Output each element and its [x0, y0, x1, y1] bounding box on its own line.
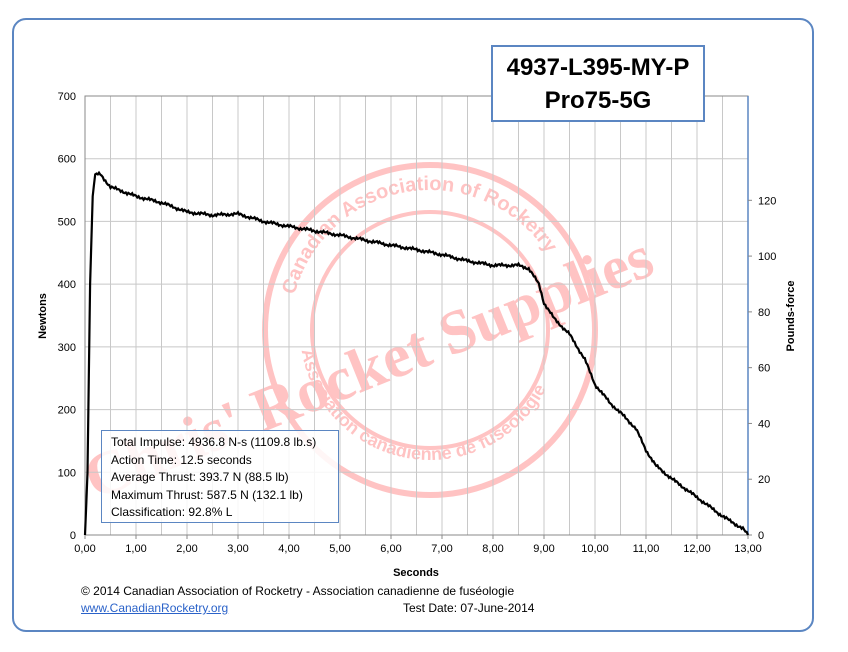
chart-frame [12, 18, 814, 632]
maximum-thrust: Maximum Thrust: 587.5 N (132.1 lb) [111, 487, 303, 502]
copyright: © 2014 Canadian Association of Rocketry … [81, 584, 515, 598]
action-time: Action Time: 12.5 seconds [111, 452, 252, 467]
y-tick-label: 300 [58, 342, 76, 354]
x-tick-label: 3,00 [227, 543, 248, 555]
seal-inner-ring [310, 210, 550, 450]
thrust-line [83, 170, 750, 536]
y-tick-label: 600 [58, 154, 76, 166]
x-tick-label: 7,00 [431, 543, 452, 555]
x-axis-label: Seconds [393, 567, 439, 579]
y-tick-label: 200 [58, 405, 76, 417]
x-tick-label: 1,00 [125, 543, 146, 555]
website-link[interactable]: www.CanadianRocketry.org [81, 601, 229, 615]
x-tick-label: 0,00 [74, 543, 95, 555]
x-tick-label: 9,00 [533, 543, 554, 555]
y-tick-label: 0 [70, 530, 76, 542]
motor-case: Pro75-5G [544, 87, 652, 114]
y2-tick-label: 40 [758, 418, 770, 430]
y2-tick-label: 120 [758, 195, 776, 207]
average-thrust: Average Thrust: 393.7 N (88.5 lb) [111, 470, 289, 484]
x-tick-label: 4,00 [278, 543, 299, 555]
test-date: Test Date: 07-June-2014 [403, 601, 535, 615]
x-tick-label: 5,00 [329, 543, 350, 555]
y2-tick-label: 80 [758, 307, 770, 319]
y2-tick-label: 60 [758, 363, 770, 375]
x-tick-label: 11,00 [633, 543, 660, 555]
y2-tick-label: 0 [758, 530, 764, 542]
x-tick-label: 2,00 [176, 543, 197, 555]
y-tick-label: 400 [58, 279, 76, 291]
motor-title-box: 4937-L395-MY-P Pro75-5G [491, 45, 705, 122]
x-tick-label: 8,00 [482, 543, 503, 555]
classification: Classification: 92.8% L [111, 505, 233, 519]
total-impulse: Total Impulse: 4936.8 N-s (1109.8 lb.s) [111, 435, 317, 449]
y2-tick-label: 20 [758, 474, 770, 486]
x-tick-label: 12,00 [683, 543, 711, 555]
y-tick-label: 100 [58, 467, 76, 479]
stats-box: Total Impulse: 4936.8 N-s (1109.8 lb.s) … [101, 430, 339, 523]
axes: 0,00 1,00 2,00 3,00 4,00 5,00 6,00 7,00 8,00 9,00… [58, 91, 777, 555]
y-tick-label: 700 [58, 91, 76, 103]
x-tick-label: 13,00 [734, 543, 762, 555]
y2-axis-label: Pounds-force [785, 281, 797, 352]
y-axis-label: Newtons [37, 293, 49, 339]
x-tick-label: 6,00 [380, 543, 401, 555]
y2-tick-label: 100 [758, 251, 776, 263]
x-tick-label: 10,00 [581, 543, 609, 555]
motor-designation: 4937-L395-MY-P [506, 54, 690, 81]
y-tick-label: 500 [58, 216, 76, 228]
